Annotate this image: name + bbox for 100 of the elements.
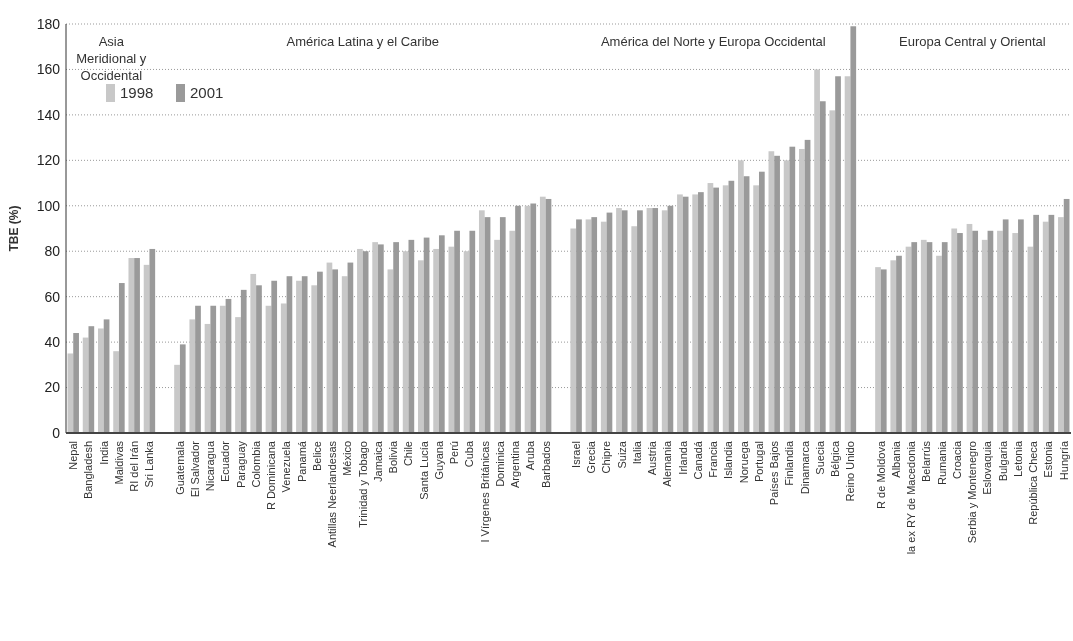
x-tick-label: Jamaica	[371, 440, 384, 482]
x-tick-label: Suiza	[615, 440, 628, 469]
bar	[256, 285, 262, 433]
x-tick-label: Portugal	[752, 441, 765, 482]
x-tick-label: Italia	[630, 440, 643, 465]
bar	[250, 273, 257, 433]
x-tick-label: Cuba	[463, 440, 476, 468]
x-tick-label: Austria	[646, 440, 659, 476]
x-tick-label: Bolivia	[387, 440, 400, 474]
x-tick-label: Nepal	[67, 441, 80, 470]
bar	[631, 226, 638, 433]
x-tick-label: Islandia	[722, 440, 735, 479]
x-tick-label: I Vírgenes Británicas	[478, 440, 491, 543]
legend-label: 2001	[190, 84, 224, 102]
bar	[951, 228, 958, 433]
bar	[372, 242, 379, 433]
x-tick-label: Reino Unido	[844, 441, 857, 502]
x-tick-label: Eslovaquia	[981, 440, 994, 495]
bar	[722, 185, 729, 433]
bar	[280, 303, 287, 433]
bar	[438, 235, 445, 433]
x-tick-label: Serbia y Montenegro	[966, 441, 979, 544]
x-tick-label: Guatemala	[173, 440, 186, 495]
bar	[677, 194, 683, 433]
y-tick-label: 100	[36, 197, 61, 214]
bar	[469, 230, 476, 433]
bar	[341, 276, 348, 433]
x-tick-label: Hungría	[1057, 440, 1070, 481]
bar	[433, 248, 439, 433]
y-axis-title: TBE (%)	[7, 205, 21, 252]
y-tick-label: 60	[44, 288, 61, 305]
x-tick-label: Nicaragua	[204, 440, 217, 492]
bar	[509, 230, 516, 433]
bar	[235, 317, 241, 433]
y-tick-label: 0	[52, 424, 61, 441]
bar	[448, 246, 455, 433]
x-tick-label: Belarrús	[920, 440, 933, 482]
bar	[219, 305, 226, 433]
x-tick-label: Dominica	[493, 440, 506, 487]
bar	[189, 319, 196, 433]
bar	[1012, 233, 1019, 433]
bar	[570, 228, 577, 433]
y-tick-label: 160	[36, 61, 61, 78]
bar	[875, 267, 881, 433]
x-tick-label: Ecuador	[219, 440, 232, 482]
annotation: América Latina y el Caribe	[286, 34, 440, 49]
annotation: Asia Meridional y Occidental	[76, 34, 147, 83]
x-tick-label: Suecia	[813, 440, 826, 475]
bar	[1018, 219, 1024, 433]
bar	[997, 230, 1003, 433]
bar	[637, 210, 643, 433]
x-tick-label: Antillas Neerlandesas	[326, 440, 339, 548]
x-tick-label: Chile	[402, 441, 415, 467]
bar	[981, 239, 988, 433]
bar	[600, 221, 607, 433]
y-tick-label: 120	[36, 152, 61, 169]
x-tick-label: Paraguay	[234, 440, 247, 489]
x-tick-label: R de Moldova	[874, 440, 887, 509]
bar	[753, 185, 759, 433]
x-tick-label: Albania	[889, 440, 902, 478]
bar	[88, 326, 95, 433]
bar	[357, 248, 363, 433]
x-tick-label: Colombia	[249, 440, 262, 488]
bar	[478, 210, 485, 433]
x-tick-label: India	[97, 440, 110, 465]
bar	[539, 196, 546, 433]
x-tick-label: Irlanda	[676, 440, 689, 475]
x-tick-label: Grecia	[585, 440, 598, 474]
y-tick-label: 180	[36, 15, 61, 32]
x-tick-label: Santa Lucía	[417, 440, 430, 500]
bar	[621, 210, 628, 433]
x-tick-label: Canadá	[691, 440, 704, 480]
x-tick-label: Rumania	[935, 440, 948, 486]
x-tick-label: Francia	[707, 440, 720, 478]
bar	[616, 208, 622, 433]
bar	[890, 260, 897, 433]
bar	[1033, 214, 1039, 433]
bar	[652, 208, 659, 433]
bar	[454, 230, 460, 433]
bar	[113, 351, 119, 433]
bar	[128, 258, 135, 433]
x-tick-label: Maldivas	[112, 440, 125, 485]
bar	[798, 148, 805, 433]
bar	[1042, 221, 1049, 433]
x-tick-label: Barbados	[539, 440, 552, 489]
x-tick-label: Aruba	[524, 440, 537, 471]
bar	[661, 210, 668, 433]
bar	[814, 69, 820, 433]
x-tick-label: Guyana	[432, 440, 445, 480]
bar	[829, 110, 836, 433]
bar	[1002, 219, 1009, 433]
x-tick-label: Venezuela	[280, 440, 293, 493]
bar	[98, 328, 104, 433]
x-tick-label: Israel	[569, 441, 582, 468]
bar	[738, 160, 744, 433]
x-tick-label: Noruega	[737, 440, 750, 484]
y-tick-label: 140	[36, 106, 61, 123]
x-tick-label: Letonia	[1011, 440, 1024, 478]
x-tick-label: Estonia	[1042, 440, 1055, 478]
bar	[1058, 217, 1064, 433]
